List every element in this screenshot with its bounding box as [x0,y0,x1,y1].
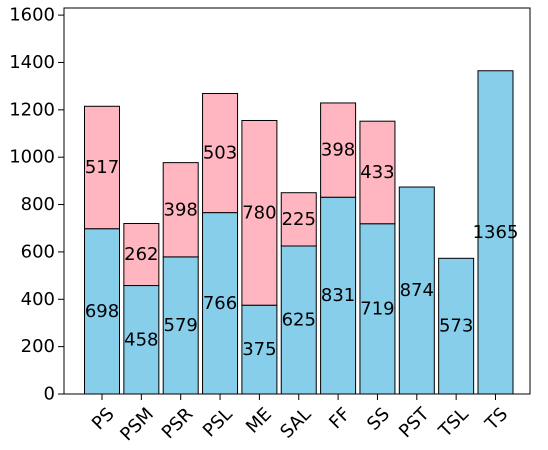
bar-psr-series-2 [162,162,199,258]
y-tick-label-200: 200 [21,336,55,357]
bar-tsl-series-1 [438,257,475,395]
x-tick-label-ts: TS [481,404,512,435]
y-tick-label-1200: 1200 [9,99,55,120]
bar-ff-series-2 [320,102,357,198]
y-tick-label-1000: 1000 [9,147,55,168]
bar-sal-series-2 [280,192,317,247]
y-axis: 0 200 400 600 800 1000 1200 1400 1600 [9,5,64,405]
bar-me-series-2 [241,119,278,306]
x-tick-label-psm: PSM [116,404,158,446]
y-tick-label-800: 800 [21,194,55,215]
bar-ts-series-1 [477,70,514,395]
data-label-psm-series-1: 458 [124,329,158,350]
x-tick-label-psl: PSL [199,404,237,442]
data-label-ss-series-2: 433 [360,162,394,183]
bar-ss-series-2 [359,120,396,225]
data-label-ps-series-1: 698 [85,301,119,322]
data-label-me-series-1: 375 [242,339,276,360]
bar-pst-series-1 [398,186,435,395]
x-tick-label-ps: PS [88,404,119,435]
bar-ps-series-2 [84,105,120,230]
x-tick-label-tsl: TSL [434,404,473,443]
data-label-psr-series-2: 398 [164,199,198,220]
data-label-ss-series-1: 719 [360,298,394,319]
data-label-psl-series-2: 503 [203,143,237,164]
data-label-ff-series-1: 831 [321,285,355,306]
x-tick-label-pst: PST [395,403,434,442]
data-label-psr-series-1: 579 [164,315,198,336]
data-label-tsl-series-1: 573 [439,316,473,337]
y-tick-label-600: 600 [21,241,55,262]
bar-ps-series-1 [84,228,120,395]
x-tick-label-ff: FF [325,404,354,433]
bar-psm-series-2 [123,222,160,287]
x-tick-label-ss: SS [363,404,394,435]
data-label-ts-series-1: 1365 [473,222,519,243]
y-tick-label-1400: 1400 [9,52,55,73]
data-label-me-series-2: 780 [242,202,276,223]
x-tick-label-sal: SAL [276,404,315,443]
bar-sal-series-1 [280,245,317,395]
x-tick-label-psr: PSR [158,404,197,443]
y-tick-label-1600: 1600 [9,5,55,26]
data-label-pst-series-1: 874 [400,280,434,301]
bars-group [84,70,514,395]
y-tick-label-0: 0 [44,384,55,405]
data-label-psl-series-1: 766 [203,293,237,314]
data-label-sal-series-2: 225 [282,209,316,230]
data-label-sal-series-1: 625 [282,309,316,330]
data-label-psm-series-2: 262 [124,244,158,265]
data-label-ff-series-2: 398 [321,140,355,161]
x-tick-label-me: ME [242,404,276,438]
data-labels-group: 698 517 458 262 579 398 766 503 375 780 625 225 831 3… [85,140,519,361]
data-label-ps-series-2: 517 [85,157,119,178]
bar-psl-series-2 [202,92,239,214]
y-tick-label-400: 400 [21,289,55,310]
plot-frame [63,7,531,395]
